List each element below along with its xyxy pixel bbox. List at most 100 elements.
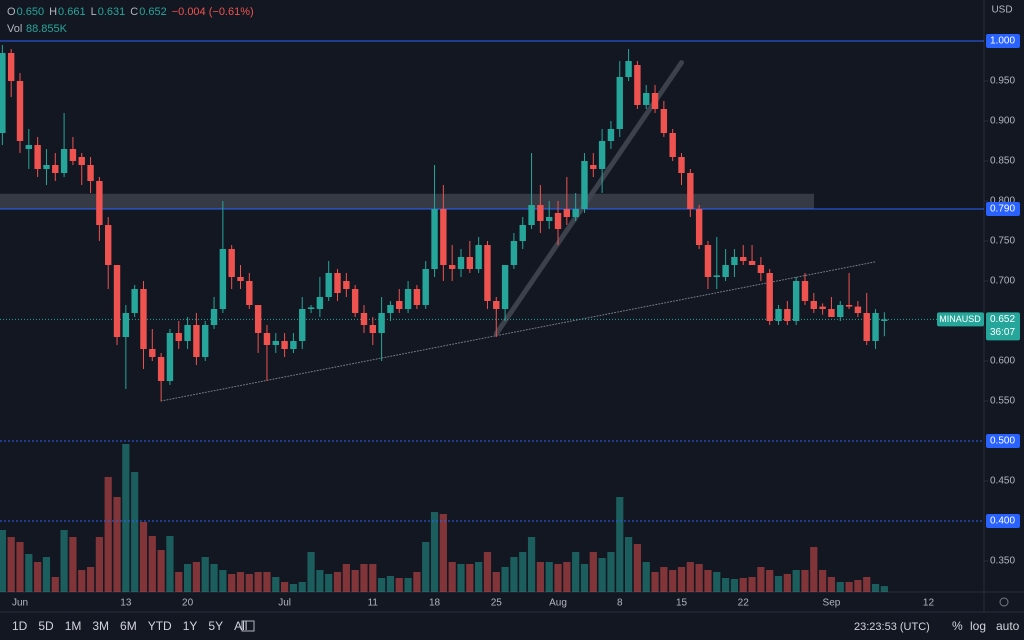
timeframe-button[interactable]: 3M: [92, 619, 109, 633]
level-box: [986, 34, 1020, 48]
settings-icon[interactable]: [999, 597, 1009, 607]
level-label: 0.500: [990, 436, 1015, 447]
candle-body: [149, 349, 156, 357]
volume-bar: [801, 570, 809, 592]
volume-bar: [0, 530, 6, 592]
candle-body: [413, 289, 421, 305]
volume-bar: [254, 572, 262, 592]
x-tick-label: 12: [923, 598, 935, 609]
candle-body: [501, 265, 509, 309]
volume-bar: [369, 564, 377, 592]
volume-bar: [298, 582, 306, 592]
candle-body: [16, 81, 24, 141]
candle-body: [819, 306, 826, 309]
currency: USD: [991, 5, 1012, 16]
candle-body: [422, 269, 429, 305]
volume-bar: [739, 578, 747, 592]
timeframe-button[interactable]: 6M: [120, 619, 137, 633]
volume-bar: [766, 570, 774, 592]
screenshot-icon[interactable]: [241, 620, 255, 632]
volume-value: 88.855K: [26, 23, 68, 35]
x-tick-label: 22: [738, 598, 750, 609]
candle-body: [369, 325, 376, 333]
candle-body: [872, 313, 879, 341]
volume-bar: [713, 572, 721, 592]
candle-body: [475, 245, 482, 269]
volume-bar: [104, 477, 112, 592]
candle-body: [105, 225, 112, 265]
timeframe-button[interactable]: 1Y: [183, 619, 198, 633]
x-tick-label: Jul: [278, 598, 291, 609]
volume-bar: [439, 514, 447, 592]
candle-body: [263, 333, 271, 345]
volume-bar: [342, 564, 350, 592]
volume-bar: [131, 472, 139, 592]
volume-bar: [527, 537, 536, 592]
scale-option[interactable]: log: [970, 619, 986, 633]
candle-body: [784, 309, 791, 321]
symbol-label: MINAUSD: [939, 314, 981, 324]
volume-bar: [748, 577, 756, 592]
volume-bar: [783, 574, 791, 592]
volume-bar: [669, 570, 677, 592]
volume-bar: [501, 567, 509, 592]
scale-option[interactable]: auto: [996, 619, 1020, 633]
scale-option[interactable]: %: [952, 619, 963, 633]
candle-body: [660, 109, 668, 133]
timeframe-button[interactable]: 1M: [65, 619, 82, 633]
candle-body: [528, 205, 535, 225]
candle-body: [810, 301, 817, 309]
timeframe-button[interactable]: All: [234, 619, 247, 633]
volume-bar: [395, 578, 403, 592]
volume-bar: [307, 552, 315, 592]
volume-bar: [183, 564, 192, 592]
volume-bar: [69, 537, 77, 592]
y-tick-label: 0.800: [990, 196, 1015, 207]
candle-body: [854, 306, 862, 313]
candle-body: [246, 281, 253, 305]
timeframe-button[interactable]: 5Y: [208, 619, 223, 633]
volume-bar: [607, 552, 615, 592]
candle-body: [704, 245, 712, 277]
candle-body: [607, 129, 615, 141]
price-label: 0.652: [990, 314, 1015, 325]
candle-body: [166, 333, 174, 381]
timeframe-button[interactable]: 1D: [12, 619, 28, 633]
volume-bar: [201, 557, 209, 592]
level-box: [986, 434, 1020, 448]
candle-body: [237, 277, 244, 281]
candle-body: [325, 273, 332, 297]
timeframe-button[interactable]: 5D: [38, 619, 54, 633]
y-tick-label: 0.700: [990, 276, 1015, 287]
y-tick-label: 0.550: [990, 396, 1015, 407]
candle-body: [96, 181, 103, 225]
candle-body: [863, 313, 870, 341]
candle-body: [757, 265, 765, 273]
candle-body: [731, 257, 738, 265]
price-box: [986, 312, 1020, 341]
volume-bar: [263, 572, 271, 592]
candle-body: [78, 157, 85, 165]
volume-bar: [42, 557, 51, 592]
volume-bar: [545, 562, 553, 592]
volume-bar: [827, 577, 836, 592]
candle-body: [334, 273, 341, 293]
volume-bar: [686, 562, 694, 592]
volume-bar: [475, 562, 483, 592]
timeframe-button[interactable]: YTD: [148, 619, 172, 633]
candle-body: [625, 61, 632, 77]
volume-bar: [483, 552, 492, 592]
candle-body: [34, 145, 41, 169]
candle-body: [254, 305, 262, 333]
candle-body: [360, 313, 368, 325]
candle-body: [792, 281, 800, 321]
candle-body: [537, 205, 544, 221]
volume-bar: [236, 572, 245, 592]
ohlc-value: 0.652: [139, 6, 167, 18]
ohlc-value: 0.661: [58, 6, 86, 18]
volume-bar: [572, 552, 580, 592]
volume-bar: [554, 564, 562, 592]
volume-bar: [563, 562, 571, 592]
